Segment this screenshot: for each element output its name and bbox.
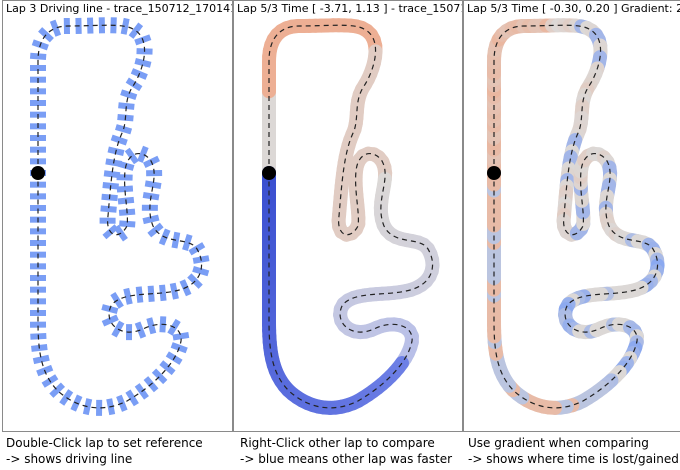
caption-line: Use gradient when comparing xyxy=(468,436,649,450)
driving-line-segment xyxy=(120,17,130,35)
caption-line: -> shows where time is lost/gained xyxy=(468,452,679,466)
driving-line-segment xyxy=(134,58,152,68)
driving-line-segment xyxy=(86,17,94,34)
driving-line-segment xyxy=(116,185,134,193)
caption-line: Right-Click other lap to compare xyxy=(240,436,435,450)
driving-line-segment xyxy=(110,134,128,146)
driving-line-segment xyxy=(182,233,193,252)
driving-line-segment xyxy=(119,220,136,228)
driving-line-segment xyxy=(30,193,46,200)
racing-line xyxy=(493,24,659,409)
driving-line-segment xyxy=(128,22,144,39)
driving-line-segment xyxy=(30,146,47,153)
caption-driving-line: Double-Click lap to set reference -> sho… xyxy=(6,435,203,467)
panel-title: Lap 3 Driving line - trace_150712_170141… xyxy=(6,2,233,15)
driving-line-segment xyxy=(99,217,116,224)
driving-line-segment xyxy=(187,273,203,289)
racing-line xyxy=(37,24,203,409)
panel-title: Lap 5/3 Time [ -3.71, 1.13 ] - trace_150… xyxy=(237,2,463,15)
driving-line-segment xyxy=(30,274,47,281)
track-map-driving-line[interactable] xyxy=(3,1,233,432)
caption-gradient: Use gradient when comparing -> shows whe… xyxy=(468,435,679,467)
panel-title: Lap 5/3 Time [ -0.30, 0.20 ] Gradient: 2 xyxy=(467,2,680,15)
track-map-time-compare[interactable] xyxy=(234,1,463,432)
gradient-panel[interactable]: Lap 5/3 Time [ -0.30, 0.20 ] Gradient: 2 xyxy=(463,0,680,432)
driving-line-segment xyxy=(115,124,133,135)
driving-line-segment xyxy=(124,147,139,165)
caption-line: -> blue means other lap was faster xyxy=(240,452,453,466)
track-map-gradient[interactable] xyxy=(464,1,680,432)
driving-line-segment xyxy=(172,332,190,341)
caption-line: Double-Click lap to set reference xyxy=(6,436,203,450)
start-finish-marker xyxy=(31,166,45,180)
driving-line-segment xyxy=(144,180,162,190)
driving-line-segment xyxy=(111,320,125,338)
driving-line-segment xyxy=(118,102,135,110)
driving-line-segment xyxy=(146,317,157,335)
driving-line-segment xyxy=(82,398,93,416)
driving-line-segment xyxy=(32,354,50,365)
driving-line-segment xyxy=(49,382,66,398)
driving-line-segment xyxy=(170,342,188,354)
driving-line-segment xyxy=(49,19,62,37)
driving-line-segment xyxy=(30,239,47,246)
driving-line-segment xyxy=(96,399,103,416)
driving-line-segment xyxy=(31,344,48,352)
racing-line xyxy=(268,24,434,409)
caption-time-compare: Right-Click other lap to compare -> blue… xyxy=(240,435,452,467)
driving-line-segment xyxy=(116,174,133,181)
driving-line-segment xyxy=(142,214,160,225)
driving-line-segment xyxy=(30,309,47,316)
driving-line-segment xyxy=(30,100,46,107)
driving-line-segment xyxy=(125,389,139,407)
driving-line-panel[interactable]: Lap 3 Driving line - trace_150712_170141… xyxy=(2,0,233,432)
driving-line-segment xyxy=(29,52,47,60)
driving-line-segment xyxy=(30,228,47,235)
driving-line-segment xyxy=(151,368,168,385)
driving-line-segment xyxy=(137,145,149,163)
start-finish-marker xyxy=(487,166,501,180)
driving-line-segment xyxy=(192,265,210,277)
driving-line-segment xyxy=(30,135,47,142)
driving-line-segment xyxy=(120,89,138,101)
driving-line-segment xyxy=(101,314,119,327)
time-compare-panel[interactable]: Lap 5/3 Time [ -3.71, 1.13 ] - trace_150… xyxy=(233,0,463,432)
start-finish-marker xyxy=(262,166,276,180)
driving-line-segment xyxy=(29,321,47,328)
driving-line-segment xyxy=(103,170,121,179)
caption-line: -> shows driving line xyxy=(6,452,133,466)
driving-line-segment xyxy=(100,205,117,213)
driving-line-segment xyxy=(159,284,167,302)
driving-line-segment xyxy=(147,222,164,238)
driving-line-segment xyxy=(30,65,46,72)
driving-line-segment xyxy=(123,287,133,305)
